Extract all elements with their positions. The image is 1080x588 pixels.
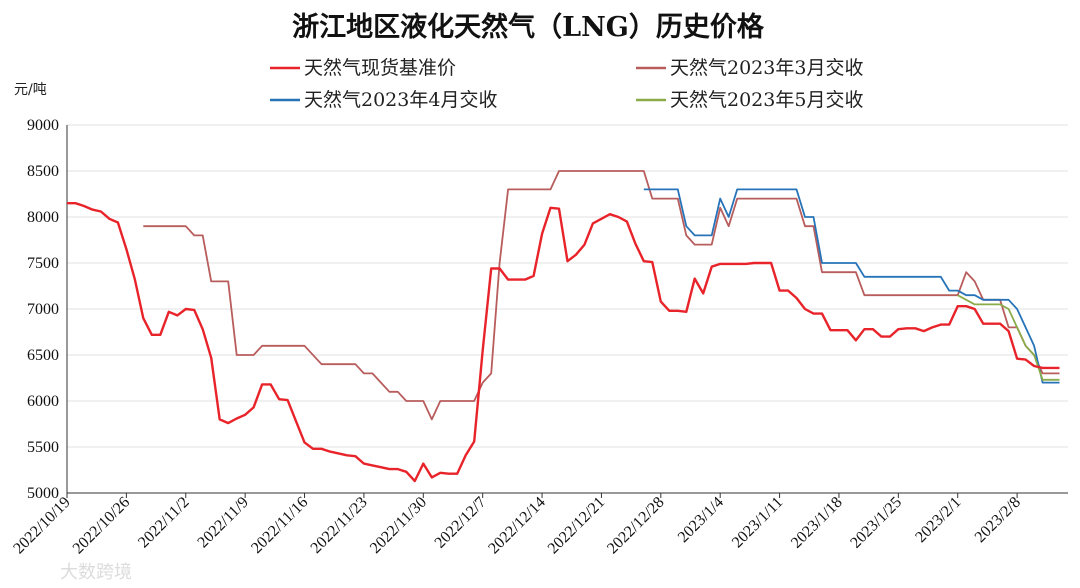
- x-tick-label: 2022/11/23: [308, 494, 371, 557]
- x-tick-label: 2022/12/28: [604, 494, 668, 558]
- y-tick-label: 5000: [27, 485, 59, 502]
- series-line: [143, 170, 1060, 421]
- series-line: [67, 201, 1060, 483]
- legend-label: 天然气2023年5月交收: [670, 89, 863, 111]
- legend-label: 天然气2023年3月交收: [670, 57, 863, 79]
- x-tick-label: 2023/1/4: [675, 494, 727, 546]
- legend-label: 天然气2023年4月交收: [304, 89, 497, 111]
- x-tick-label: 2022/11/16: [248, 494, 311, 557]
- series-layer: [67, 170, 1060, 483]
- y-tick-label: 7500: [27, 255, 59, 272]
- y-tick-label: 6000: [27, 393, 59, 410]
- y-tick-label: 9000: [27, 117, 59, 134]
- y-tick-label: 6500: [27, 347, 59, 364]
- legend-item: 天然气2023年5月交收: [636, 89, 863, 111]
- chart-title: 浙江地区液化天然气（LNG）历史价格: [292, 11, 765, 43]
- x-tick-label: 2022/11/9: [194, 494, 251, 551]
- legend-label: 天然气现货基准价: [304, 57, 456, 79]
- grid: [67, 124, 1068, 448]
- x-tick-label: 2023/2/1: [912, 494, 964, 546]
- x-tick-label: 2022/12/21: [545, 494, 609, 558]
- axes: [66, 125, 1068, 498]
- y-tick-label: 7000: [27, 301, 59, 318]
- x-tick-label: 2022/10/19: [10, 494, 74, 558]
- x-tick-label: 2022/12/7: [432, 494, 490, 552]
- legend-item: 天然气现货基准价: [270, 57, 456, 79]
- x-tick-label: 2022/10/26: [70, 494, 134, 558]
- x-tick-label: 2023/1/25: [847, 494, 905, 552]
- series-line: [643, 188, 1060, 384]
- y-tick-label: 8500: [27, 163, 59, 180]
- y-tick-label: 8000: [27, 209, 59, 226]
- x-tick-label: 2023/1/11: [729, 494, 786, 551]
- x-tick-label: 2022/11/2: [135, 494, 192, 551]
- y-tick-label: 5500: [27, 439, 59, 456]
- legend: 天然气现货基准价 天然气2023年3月交收 天然气2023年4月交收 天然气20…: [270, 57, 863, 111]
- watermark: 大数跨境: [60, 562, 132, 583]
- x-tick-label: 2022/11/30: [367, 494, 430, 557]
- x-tick-label: 2023/1/18: [788, 494, 846, 552]
- y-axis-unit: 元/吨: [14, 82, 47, 98]
- legend-item: 天然气2023年4月交收: [270, 89, 497, 111]
- legend-item: 天然气2023年3月交收: [636, 57, 863, 79]
- y-tick-labels: 5000 5500 6000 6500 7000 7500 8000 8500 9000: [27, 117, 59, 502]
- x-tick-label: 2023/2/8: [972, 494, 1024, 546]
- x-tick-label: 2022/12/14: [485, 494, 549, 558]
